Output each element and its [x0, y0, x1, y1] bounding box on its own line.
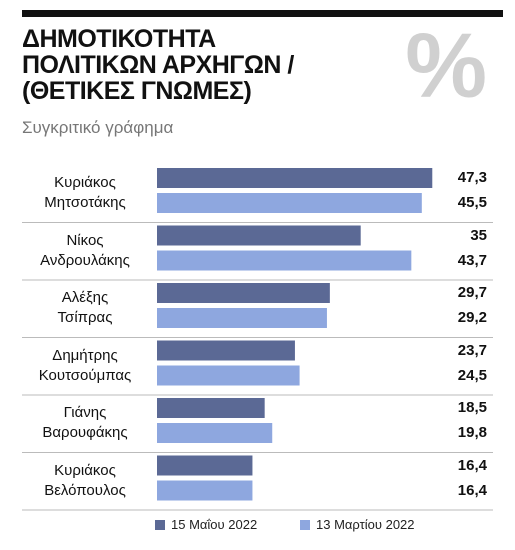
- watermark: %: [405, 15, 487, 117]
- category-label: Γιάνης Βαρουφάκης: [42, 404, 128, 441]
- category-label: Δημήτρης Κουτσούμπας: [38, 346, 132, 384]
- legend-swatch: [155, 520, 165, 530]
- value-label: 43,7: [457, 251, 487, 269]
- bar: [157, 225, 361, 246]
- bar: [157, 423, 273, 443]
- bar: [157, 340, 295, 361]
- value-label: 47,3: [457, 169, 487, 186]
- value-label: 16,4: [457, 481, 487, 499]
- bar: [157, 365, 300, 386]
- legend-label: 13 Μαρτίου 2022: [316, 517, 415, 532]
- bar: [157, 283, 330, 303]
- bar: [157, 308, 327, 328]
- value-label: 18,5: [457, 399, 487, 416]
- value-label: 35: [470, 226, 487, 244]
- value-label: 24,5: [457, 366, 487, 384]
- bar: [157, 250, 412, 271]
- value-label: 23,7: [457, 341, 487, 359]
- value-label: 16,4: [457, 456, 487, 474]
- value-label: 29,2: [457, 309, 487, 326]
- top-rule: [22, 10, 503, 17]
- bar: [157, 480, 253, 501]
- bar: [157, 455, 253, 476]
- value-label: 19,8: [457, 424, 487, 441]
- value-label: 45,5: [457, 194, 487, 211]
- category-label: Κυριάκος Βελόπουλος: [44, 461, 126, 499]
- bar: [157, 398, 265, 418]
- bar: [157, 193, 422, 213]
- category-label: Νίκος Ανδρουλάκης: [40, 231, 130, 269]
- value-label: 29,7: [457, 284, 487, 301]
- chart-title: ΔΗΜΟΤΙΚΟΤΗΤΑ ΠΟΛΙΤΙΚΩΝ ΑΡΧΗΓΩΝ / (ΘΕΤΙΚΕ…: [22, 25, 294, 105]
- category-label: Αλέξης Τσίπρας: [57, 289, 113, 326]
- legend-label: 15 Μαΐου 2022: [171, 517, 258, 532]
- legend-swatch: [300, 520, 310, 530]
- bar: [157, 168, 433, 188]
- chart-subtitle: Συγκριτικό γράφημα: [22, 118, 174, 137]
- category-label: Κυριάκος Μητσοτάκης: [44, 174, 126, 211]
